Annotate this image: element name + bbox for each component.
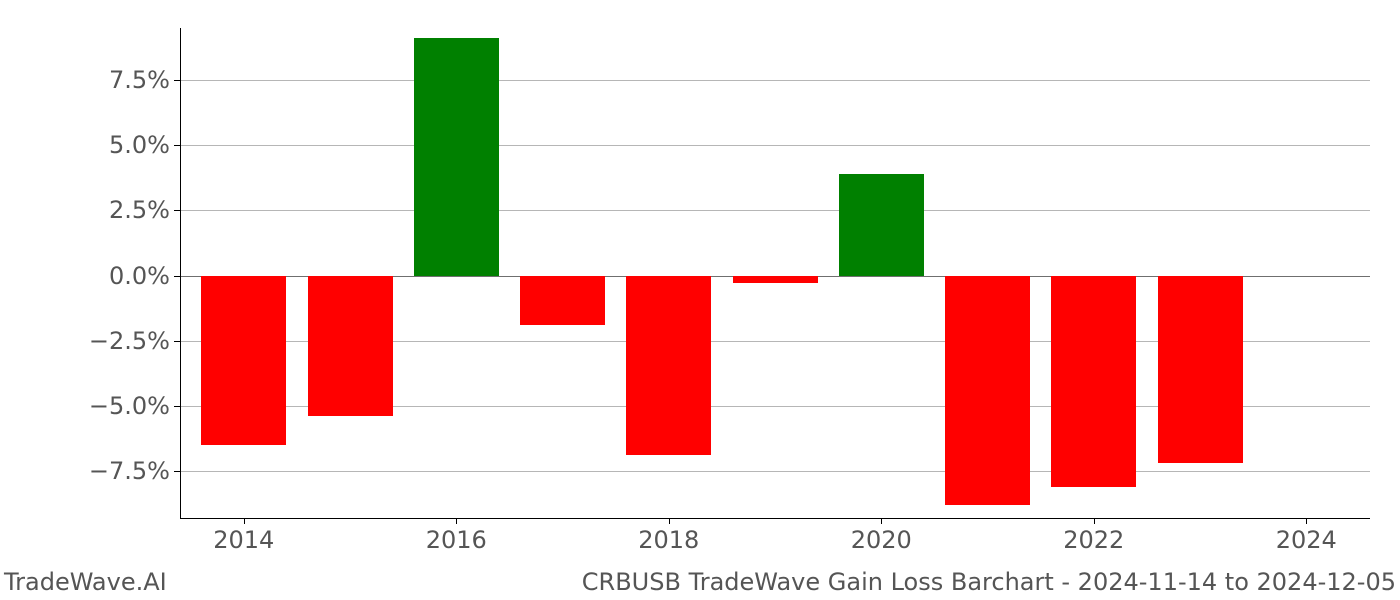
y-tick-label: 0.0% xyxy=(109,262,180,290)
gridline-y xyxy=(180,471,1370,472)
bar xyxy=(733,276,818,284)
plot-area: −7.5%−5.0%−2.5%0.0%2.5%5.0%7.5%201420162… xyxy=(180,28,1370,518)
x-tick-label: 2022 xyxy=(1063,518,1124,554)
bar xyxy=(1158,276,1243,464)
y-tick-label: −2.5% xyxy=(89,327,180,355)
bar xyxy=(1051,276,1136,487)
footer-caption: CRBUSB TradeWave Gain Loss Barchart - 20… xyxy=(582,568,1396,596)
footer-brand: TradeWave.AI xyxy=(4,568,167,596)
bar xyxy=(945,276,1030,505)
axis-spine-left xyxy=(180,28,181,518)
bar xyxy=(414,38,499,275)
gridline-y xyxy=(180,145,1370,146)
x-tick-label: 2020 xyxy=(851,518,912,554)
gridline-y xyxy=(180,80,1370,81)
axis-spine-bottom xyxy=(180,518,1370,519)
bar xyxy=(308,276,393,417)
bar xyxy=(626,276,711,456)
x-tick-label: 2016 xyxy=(426,518,487,554)
bar xyxy=(520,276,605,326)
y-tick-label: 2.5% xyxy=(109,196,180,224)
y-tick-label: −5.0% xyxy=(89,392,180,420)
bar xyxy=(839,174,924,276)
x-tick-label: 2014 xyxy=(213,518,274,554)
x-tick-label: 2018 xyxy=(638,518,699,554)
y-tick-label: 7.5% xyxy=(109,66,180,94)
gridline-y xyxy=(180,210,1370,211)
chart-canvas: −7.5% −5.0% −2.5% 0.0% 2.5% 5.0% 7.5% 2014 2016 2… xyxy=(0,0,1400,600)
bar xyxy=(201,276,286,445)
y-tick-label: −7.5% xyxy=(89,457,180,485)
x-tick-label: 2024 xyxy=(1276,518,1337,554)
y-tick-label: 5.0% xyxy=(109,131,180,159)
